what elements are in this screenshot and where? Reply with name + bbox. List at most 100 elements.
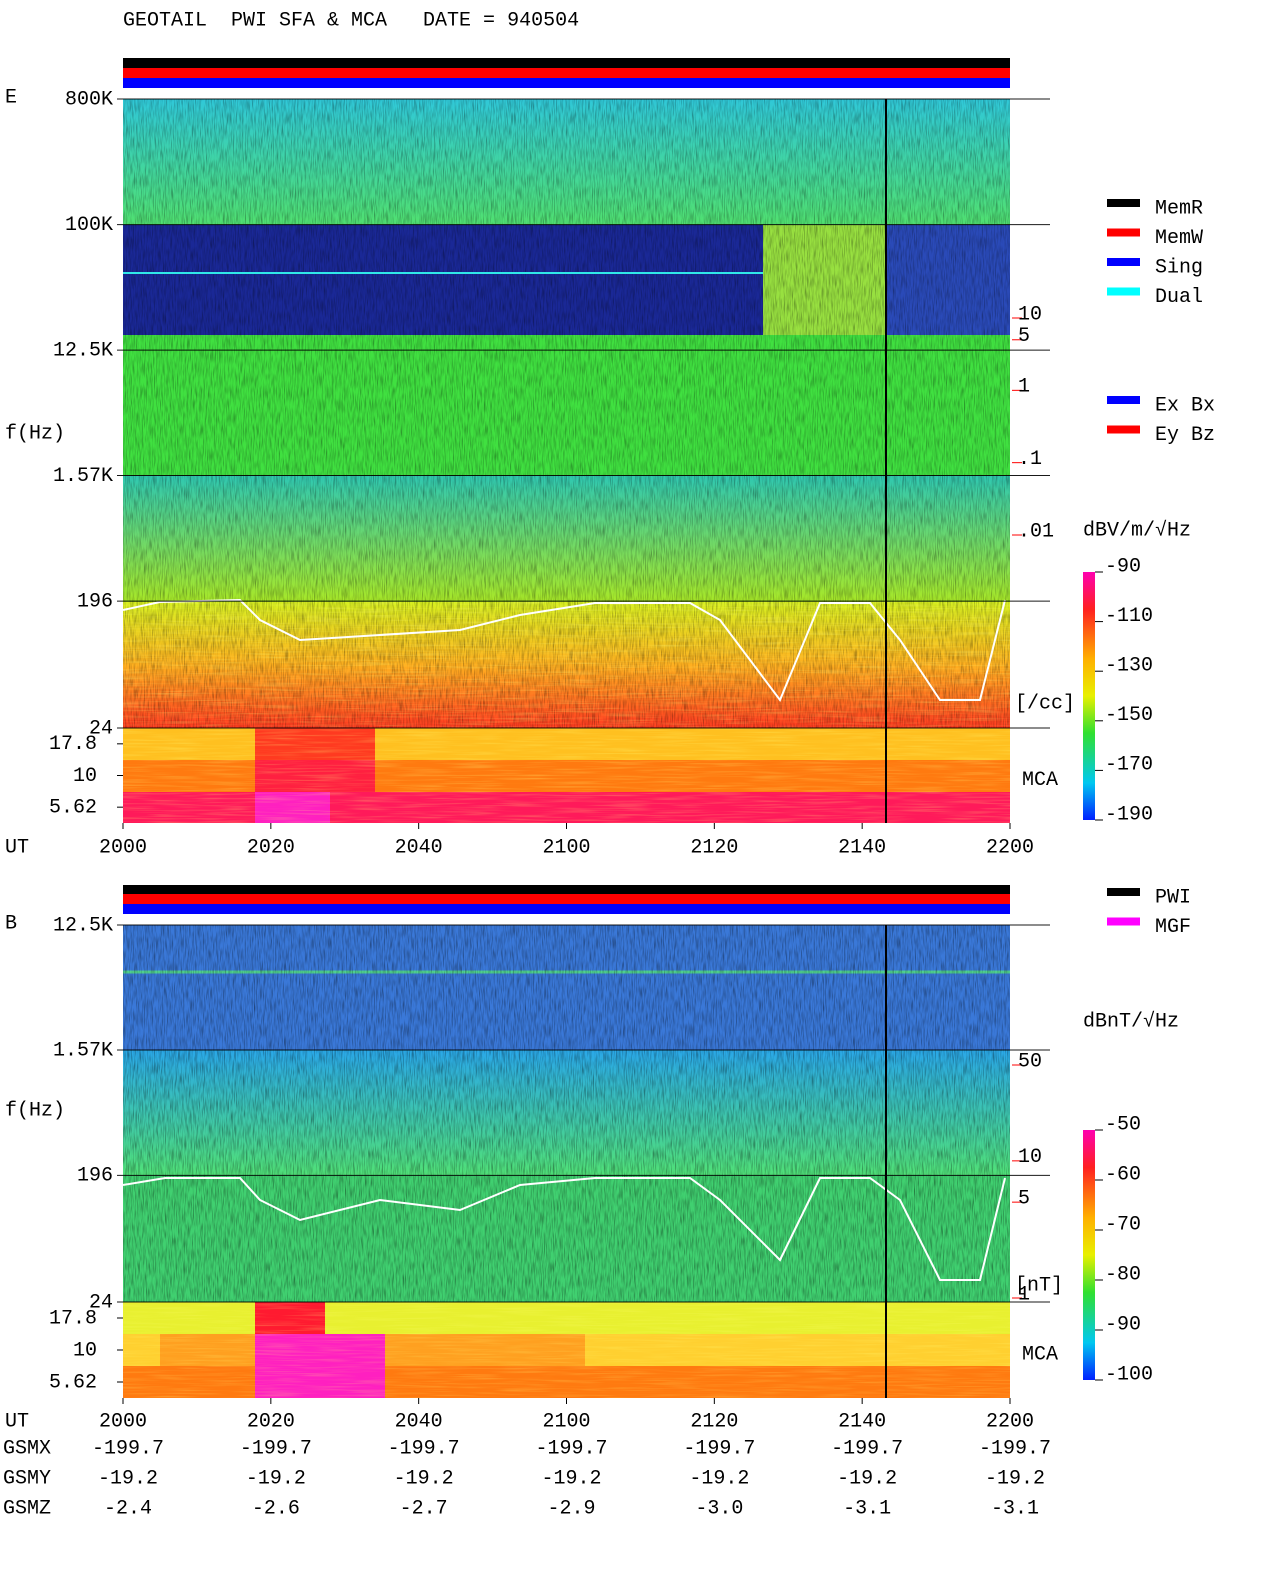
x-tick-label: 2040 — [395, 836, 443, 859]
orbit-row-label: GSMX — [3, 1437, 51, 1460]
mca-tick-label: 5.62 — [49, 796, 97, 819]
x-axis-label: UT — [5, 1410, 29, 1433]
orbit-value: -19.2 — [837, 1467, 897, 1490]
y-tick-label: 196 — [77, 1165, 113, 1188]
colorbar-tick-label: -170 — [1105, 754, 1153, 777]
orbit-value: -2.6 — [252, 1497, 300, 1520]
x-tick-label: 2140 — [838, 1410, 886, 1433]
orbit-value: -3.0 — [695, 1497, 743, 1520]
y-tick-label: 800K — [65, 88, 113, 111]
b-spectrogram — [122, 925, 1010, 1398]
legend-label: Ey Bz — [1155, 424, 1215, 447]
orbit-value: -19.2 — [246, 1467, 306, 1490]
x-tick-label: 2200 — [986, 836, 1034, 859]
y-tick-label: 1.57K — [53, 1039, 113, 1062]
y2-tick-label: 5 — [1018, 1187, 1030, 1210]
x-tick-label: 2000 — [99, 836, 147, 859]
x-tick-label: 2120 — [690, 836, 738, 859]
orbit-value: -2.4 — [104, 1497, 152, 1520]
y-tick-label: 196 — [77, 590, 113, 613]
colorbar — [1083, 1130, 1095, 1380]
orbit-value: -19.2 — [98, 1467, 158, 1490]
y2-tick-label: .01 — [1018, 520, 1054, 543]
colorbar-tick-label: -80 — [1105, 1263, 1141, 1286]
legend-swatch — [1107, 425, 1140, 434]
x-tick-label: 2020 — [247, 836, 295, 859]
legend-label: Dual — [1155, 286, 1203, 309]
x-axis-label: UT — [5, 836, 29, 859]
y2-axis-label: [nT] — [1015, 1274, 1063, 1297]
y-axis-label: f(Hz) — [5, 1099, 65, 1122]
legend-label: MemR — [1155, 197, 1203, 220]
x-tick-label: 2200 — [986, 1410, 1034, 1433]
x-tick-label: 2100 — [542, 1410, 590, 1433]
colorbar-tick-label: -110 — [1105, 605, 1153, 628]
y2-tick-label: 10 — [1018, 303, 1042, 326]
orbit-value: -199.7 — [388, 1437, 460, 1460]
orbit-value: -2.9 — [547, 1497, 595, 1520]
mca-tick-label: 17.8 — [49, 1307, 97, 1330]
status-bars — [123, 58, 1010, 914]
orbit-value: -199.7 — [683, 1437, 755, 1460]
orbit-value: -19.2 — [394, 1467, 454, 1490]
legend-swatch — [1107, 917, 1140, 926]
colorbar-label: dBnT/√Hz — [1083, 1009, 1179, 1033]
colorbar-tick-label: -90 — [1105, 1313, 1141, 1336]
y-tick-label: 100K — [65, 214, 113, 237]
e-spectrogram — [122, 99, 1010, 823]
orbit-value: -199.7 — [535, 1437, 607, 1460]
orbit-value: -3.1 — [843, 1497, 891, 1520]
mca-tick-label: 10 — [73, 765, 97, 788]
y-tick-label: 12.5K — [53, 914, 113, 937]
legend-swatch — [1107, 199, 1140, 207]
mca-tick-label: 10 — [73, 1339, 97, 1362]
panel-label: E — [5, 86, 17, 109]
mca-tick-label: 5.62 — [49, 1371, 97, 1394]
y2-tick-label: .1 — [1018, 448, 1042, 471]
y2-tick-label: 10 — [1018, 1146, 1042, 1169]
colorbar-tick-label: -150 — [1105, 704, 1153, 727]
orbit-value: -19.2 — [689, 1467, 749, 1490]
x-tick-label: 2120 — [690, 1410, 738, 1433]
colorbar-tick-label: -190 — [1105, 803, 1153, 826]
legend-label: PWI — [1155, 886, 1191, 909]
legend-label: Ex Bx — [1155, 394, 1215, 417]
colorbar-label: dBV/m/√Hz — [1083, 518, 1191, 542]
y2-tick-label: 1 — [1018, 376, 1030, 399]
orbit-value: -199.7 — [92, 1437, 164, 1460]
colorbar-tick-label: -50 — [1105, 1113, 1141, 1136]
colorbar-tick-label: -90 — [1105, 555, 1141, 578]
x-tick-label: 2040 — [395, 1410, 443, 1433]
colorbar-tick-label: -130 — [1105, 654, 1153, 677]
legend-label: Sing — [1155, 256, 1203, 279]
x-tick-label: 2020 — [247, 1410, 295, 1433]
y-tick-label: 1.57K — [53, 465, 113, 488]
colorbar-tick-label: -60 — [1105, 1163, 1141, 1186]
orbit-row-label: GSMZ — [3, 1497, 51, 1520]
y2-tick-label: 5 — [1018, 325, 1030, 348]
chart-title: GEOTAIL PWI SFA & MCA DATE = 940504 — [123, 9, 579, 32]
y2-tick-label: 50 — [1018, 1050, 1042, 1073]
orbit-value: -199.7 — [979, 1437, 1051, 1460]
legend-swatch — [1107, 888, 1140, 896]
colorbar-tick-label: -70 — [1105, 1213, 1141, 1236]
y-tick-label: 12.5K — [53, 339, 113, 362]
panel-label: B — [5, 912, 17, 935]
mca-label: MCA — [1022, 1343, 1058, 1366]
colorbar-tick-label: -100 — [1105, 1363, 1153, 1386]
orbit-value: -2.7 — [400, 1497, 448, 1520]
y-axis-label: f(Hz) — [5, 422, 65, 445]
legend-swatch — [1107, 396, 1140, 404]
legend-label: MGF — [1155, 916, 1191, 939]
orbit-row-label: GSMY — [3, 1467, 51, 1490]
orbit-value: -19.2 — [985, 1467, 1045, 1490]
legend-swatch — [1107, 287, 1140, 296]
legend-label: MemW — [1155, 227, 1203, 250]
x-tick-label: 2000 — [99, 1410, 147, 1433]
y2-tick-label: 1 — [1018, 1283, 1030, 1306]
mca-tick-label: 17.8 — [49, 733, 97, 756]
orbit-value: -3.1 — [991, 1497, 1039, 1520]
legend-swatch — [1107, 258, 1140, 266]
